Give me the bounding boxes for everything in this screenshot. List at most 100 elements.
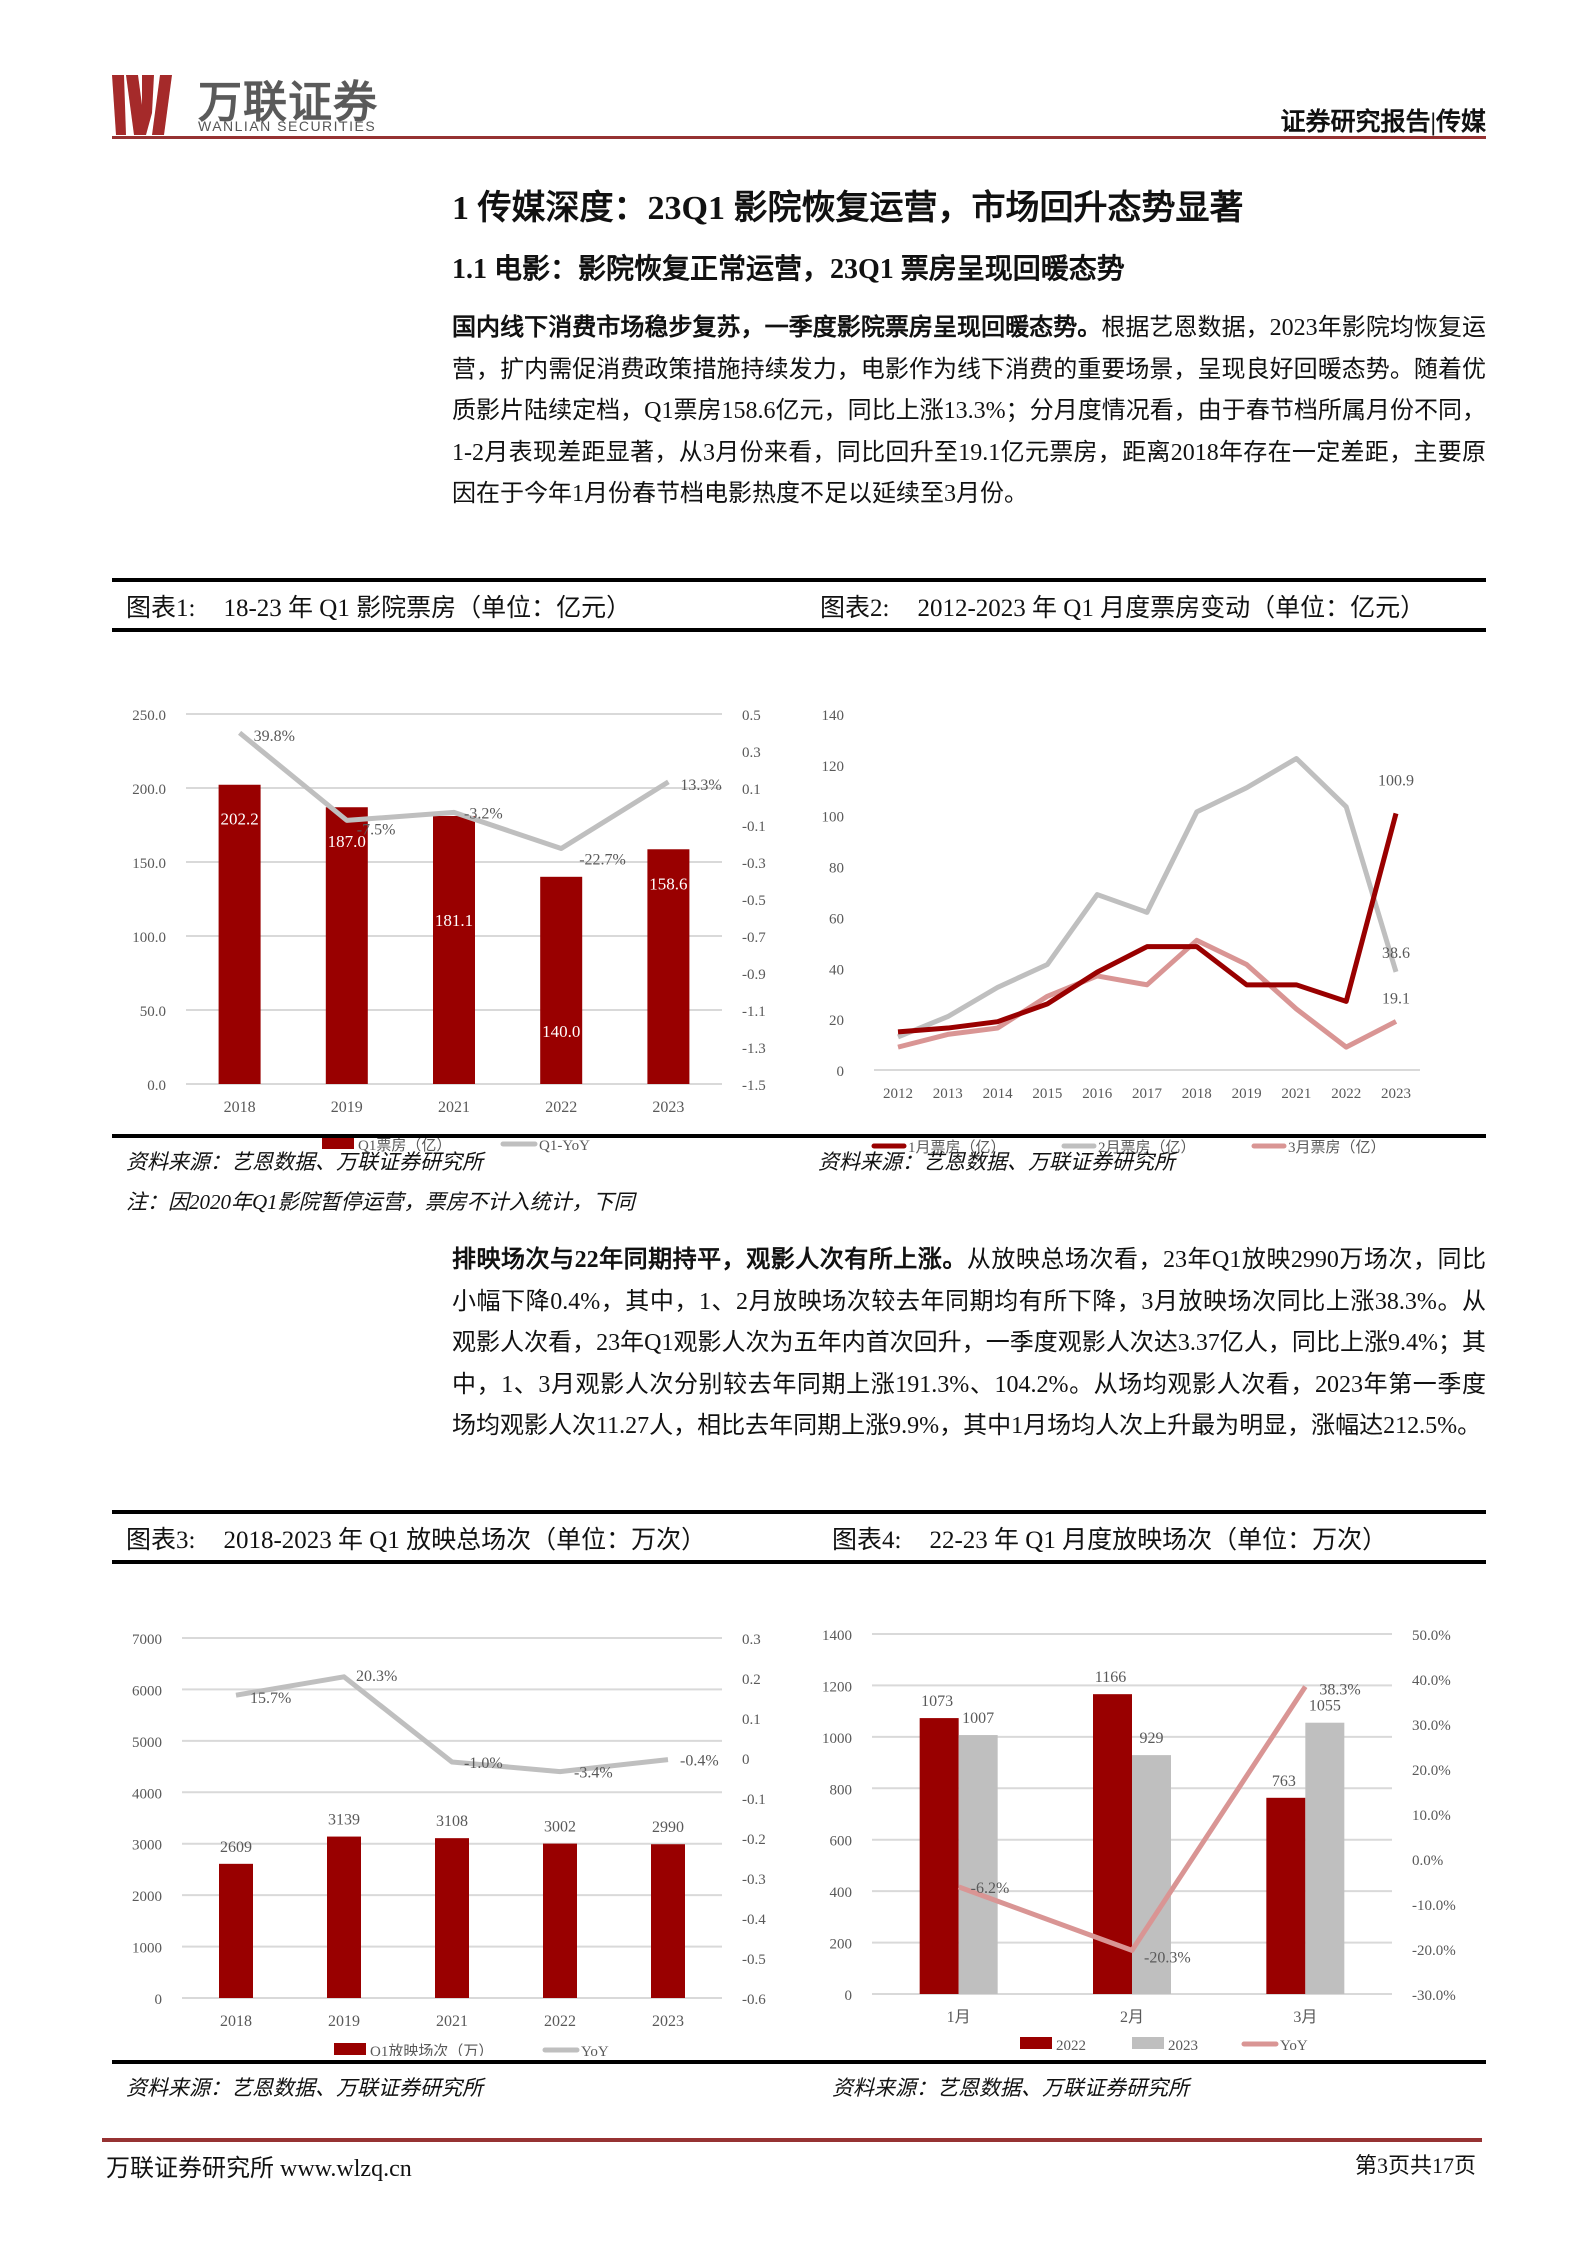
series-line bbox=[897, 937, 1398, 1050]
bar-value-label: 1166 bbox=[1095, 1669, 1126, 1686]
yoy-label: 38.3% bbox=[1319, 1682, 1360, 1699]
y-axis-tick: 100 bbox=[822, 810, 845, 826]
bar bbox=[919, 1718, 959, 1994]
figure-3-chart: 0 1000 2000 3000 4000 5000 6000 7000 -0.6 -0.5 -0.… bbox=[112, 1566, 802, 2056]
figure-2-source: 资料来源：艺恩数据、万联证券研究所 bbox=[818, 1150, 1175, 1174]
y-axis-tick: 4000 bbox=[132, 1786, 162, 1802]
legend-label: 3月票房（亿） bbox=[1288, 1139, 1386, 1156]
report-category: 证券研究报告|传媒 bbox=[1280, 109, 1486, 136]
legend-label: Q1票房（亿） bbox=[358, 1137, 451, 1154]
body-paragraph-2: 排映场次与22年同期持平，观影人次有所上涨。从放映总场次看，23年Q1放映299… bbox=[452, 1240, 1486, 1448]
bar-value-label: 202.2 bbox=[220, 810, 258, 829]
y2-axis-tick: 0 bbox=[742, 1752, 750, 1768]
x-axis-tick: 2023 bbox=[652, 2013, 684, 2030]
bar-value-label: 1007 bbox=[962, 1710, 994, 1727]
y-axis-tick: 200 bbox=[830, 1937, 853, 1953]
x-axis-tick: 2019 bbox=[331, 1099, 363, 1116]
y-axis-tick: 120 bbox=[822, 759, 845, 775]
x-axis-tick: 2018 bbox=[220, 2013, 252, 2030]
table-bottom-rule bbox=[112, 1134, 1486, 1138]
y2-axis-tick: 0.2 bbox=[742, 1672, 761, 1688]
y2-axis-tick: 50.0% bbox=[1412, 1628, 1451, 1644]
legend-swatch bbox=[322, 1137, 354, 1149]
x-axis-tick: 2022 bbox=[544, 2013, 576, 2030]
legend-swatch bbox=[334, 2043, 366, 2055]
footer-divider bbox=[102, 2138, 1482, 2142]
paragraph-2-text: 从放映总场次看，23年Q1放映2990万场次，同比小幅下降0.4%，其中，1、2… bbox=[452, 1247, 1486, 1439]
footer-institute: 万联证券研究所 www.wlzq.cn bbox=[106, 2156, 412, 2182]
figure-3-title: 图表3: 2018-2023 年 Q1 放映总场次（单位：万次） bbox=[126, 1527, 707, 1554]
bar-value-label: 187.0 bbox=[328, 832, 366, 851]
y-axis-tick: 150.0 bbox=[132, 856, 166, 872]
y2-axis-tick: -0.5 bbox=[742, 1952, 766, 1968]
yoy-label: -20.3% bbox=[1144, 1949, 1191, 1966]
yoy-label: -7.5% bbox=[357, 821, 396, 838]
x-axis-tick: 2016 bbox=[1082, 1086, 1113, 1102]
y2-axis-tick: 0.3 bbox=[742, 745, 761, 761]
table-bottom-rule bbox=[112, 2060, 1486, 2064]
x-axis-tick: 2022 bbox=[1331, 1086, 1361, 1102]
y-axis-tick: 5000 bbox=[132, 1735, 162, 1751]
bar-value-label: 3108 bbox=[436, 1813, 468, 1830]
x-axis-tick: 2013 bbox=[933, 1086, 963, 1102]
y-axis-tick: 1000 bbox=[822, 1731, 852, 1747]
y-axis-tick: 140 bbox=[822, 708, 845, 724]
y-axis-tick: 1200 bbox=[822, 1679, 852, 1695]
paragraph-1-lead: 国内线下消费市场稳步复苏，一季度影院票房呈现回暖态势。 bbox=[452, 315, 1102, 341]
legend-label: 2月票房（亿） bbox=[1098, 1139, 1196, 1156]
bar bbox=[1266, 1797, 1306, 1994]
bar bbox=[1305, 1722, 1345, 1994]
y2-axis-tick: -20.0% bbox=[1412, 1943, 1456, 1959]
y-axis-tick: 250.0 bbox=[132, 708, 166, 724]
y-axis-tick: 0.0 bbox=[147, 1078, 166, 1094]
bar bbox=[218, 784, 261, 1084]
y-axis-tick: 200.0 bbox=[132, 782, 166, 798]
wanlian-logo-icon bbox=[112, 75, 172, 135]
x-axis-tick: 2023 bbox=[1381, 1086, 1411, 1102]
y-axis-tick: 6000 bbox=[132, 1683, 162, 1699]
figure-4-title: 图表4: 22-23 年 Q1 月度放映场次（单位：万次） bbox=[832, 1527, 1388, 1554]
figure-4-source: 资料来源：艺恩数据、万联证券研究所 bbox=[832, 2076, 1189, 2100]
bar bbox=[647, 849, 690, 1084]
y-axis-tick: 600 bbox=[830, 1834, 853, 1850]
x-axis-tick: 2023 bbox=[652, 1099, 684, 1116]
y2-axis-tick: 10.0% bbox=[1412, 1808, 1451, 1824]
y2-axis-tick: -0.7 bbox=[742, 930, 766, 946]
bar bbox=[435, 1838, 469, 1998]
yoy-label: 39.8% bbox=[254, 728, 295, 745]
x-axis-tick: 2021 bbox=[438, 1099, 470, 1116]
x-axis-tick: 2022 bbox=[545, 1099, 577, 1116]
x-axis-tick: 2018 bbox=[1182, 1086, 1212, 1102]
x-axis-tick: 2019 bbox=[328, 2013, 360, 2030]
bar-value-label: 2990 bbox=[652, 1819, 684, 1836]
y2-axis-tick: 0.0% bbox=[1412, 1853, 1443, 1869]
y2-axis-tick: -30.0% bbox=[1412, 1988, 1456, 2004]
y2-axis-tick: -0.1 bbox=[742, 1792, 766, 1808]
x-axis-tick: 2012 bbox=[883, 1086, 913, 1102]
y-axis-tick: 100.0 bbox=[132, 930, 166, 946]
bar-value-label: 181.1 bbox=[435, 911, 473, 930]
bar bbox=[325, 807, 368, 1084]
figure-3-source: 资料来源：艺恩数据、万联证券研究所 bbox=[126, 2076, 483, 2100]
figure-2-chart: 0 20 40 60 80 100 120 140 2012 2013 2014 2015 2016 20… bbox=[802, 634, 1492, 1174]
page-number: 第3页共17页 bbox=[1354, 2153, 1476, 2178]
x-axis-tick: 2017 bbox=[1132, 1086, 1163, 1102]
figure-1-chart: 0.0 50.0 100.0 150.0 200.0 250.0 -1.5 -1.3 -1.1 -… bbox=[112, 634, 802, 1174]
x-axis-tick: 2019 bbox=[1232, 1086, 1262, 1102]
y2-axis-tick: 0.1 bbox=[742, 782, 761, 798]
y2-axis-tick: -0.1 bbox=[742, 819, 766, 835]
yoy-label: 15.7% bbox=[250, 1690, 291, 1707]
y2-axis-tick: -10.0% bbox=[1412, 1898, 1456, 1914]
y-axis-tick: 80 bbox=[829, 861, 844, 877]
figure-4-chart: 0 200 400 600 800 1000 1200 1400 -30.0% -20.0% -10… bbox=[802, 1566, 1492, 2056]
bar-value-label: 1073 bbox=[921, 1693, 953, 1710]
y-axis-tick: 7000 bbox=[132, 1632, 162, 1648]
yoy-label: -3.4% bbox=[574, 1765, 613, 1782]
bar-value-label: 158.6 bbox=[649, 874, 687, 893]
body-paragraph-1: 国内线下消费市场稳步复苏，一季度影院票房呈现回暖态势。根据艺恩数据，2023年影… bbox=[452, 308, 1486, 516]
y2-axis-tick: -0.4 bbox=[742, 1912, 766, 1928]
yoy-line bbox=[957, 1685, 1308, 1953]
y-axis-tick: 400 bbox=[830, 1885, 853, 1901]
bar bbox=[540, 876, 583, 1084]
x-axis-tick: 2021 bbox=[1281, 1086, 1311, 1102]
